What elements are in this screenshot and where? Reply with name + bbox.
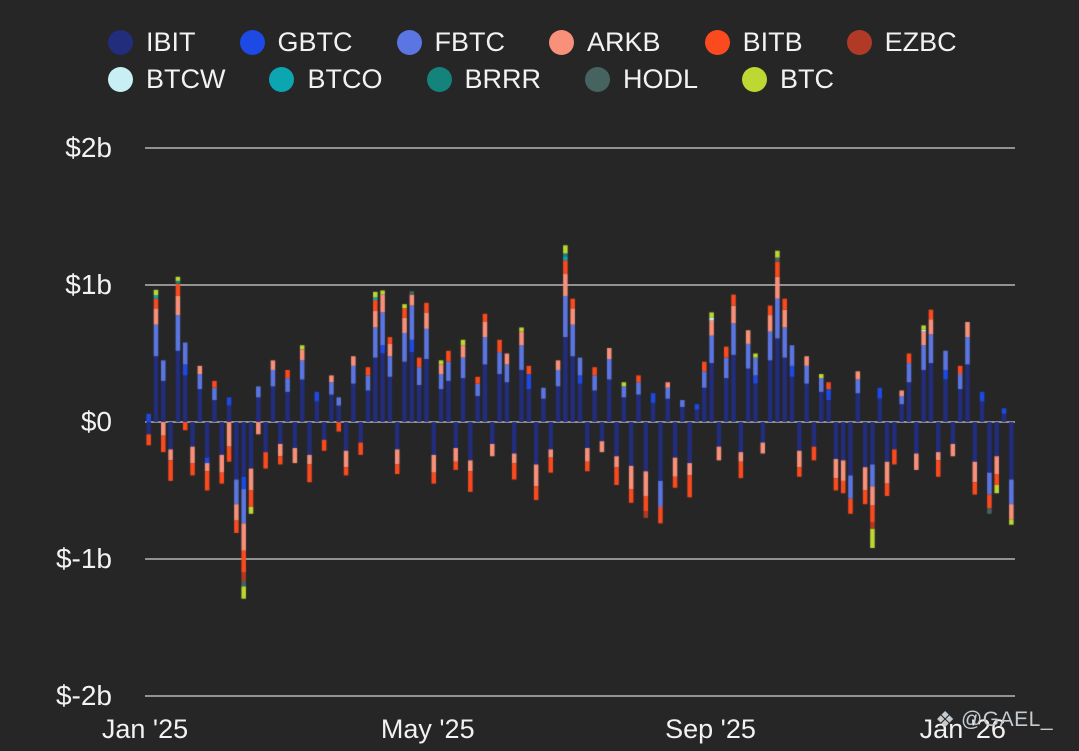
- y-axis-label--1000: $-1b: [55, 543, 112, 574]
- legend-label-brrr: BRRR: [464, 64, 542, 94]
- legend: IBIT GBTC FBTC ARKB BITB EZBC BTCW BTCO BRRR HOD…: [108, 27, 957, 101]
- legend-item-hodl[interactable]: HODL: [585, 64, 698, 94]
- legend-label-ezbc: EZBC: [884, 27, 957, 57]
- legend-item-fbtc[interactable]: FBTC: [396, 27, 506, 57]
- legend-item-btcw[interactable]: BTCW: [108, 64, 225, 94]
- legend-item-ezbc[interactable]: EZBC: [846, 27, 957, 57]
- legend-row-1: IBIT GBTC FBTC ARKB BITB EZBC: [108, 27, 957, 57]
- legend-item-brrr[interactable]: BRRR: [426, 64, 542, 94]
- legend-item-bitb[interactable]: BITB: [704, 27, 803, 57]
- legend-label-bitb: BITB: [742, 27, 803, 57]
- y-axis-label-1000: $1b: [65, 269, 112, 300]
- legend-label-btco: BTCO: [307, 64, 383, 94]
- btc-color-dot-icon: [742, 66, 768, 92]
- legend-row-2: BTCW BTCO BRRR HODL BTC: [108, 64, 957, 94]
- bitb-color-dot-icon: [704, 29, 730, 55]
- legend-label-arkb: ARKB: [587, 27, 661, 57]
- btco-color-dot-icon: [269, 66, 295, 92]
- y-axis-label-0: $0: [80, 406, 112, 437]
- gael-logo-icon: ❖: [935, 707, 955, 732]
- fbtc-color-dot-icon: [396, 29, 422, 55]
- legend-label-gbtc: GBTC: [277, 27, 353, 57]
- brrr-color-dot-icon: [426, 66, 452, 92]
- y-axis-label--2000: $-2b: [55, 680, 112, 711]
- legend-label-btcw: BTCW: [146, 64, 226, 94]
- btcw-color-dot-icon: [108, 66, 133, 92]
- legend-label-ibit: IBIT: [146, 27, 196, 57]
- legend-label-fbtc: FBTC: [434, 27, 506, 57]
- legend-item-arkb[interactable]: ARKB: [549, 27, 661, 57]
- ibit-color-dot-icon: [108, 29, 133, 55]
- legend-item-btco[interactable]: BTCO: [269, 64, 383, 94]
- arkb-color-dot-icon: [549, 29, 575, 55]
- legend-item-gbtc[interactable]: GBTC: [239, 27, 353, 57]
- y-axis-label-2000: $2b: [65, 132, 112, 163]
- legend-item-btc[interactable]: BTC: [742, 64, 834, 94]
- ezbc-color-dot-icon: [846, 29, 872, 55]
- hodl-color-dot-icon: [585, 66, 611, 92]
- gbtc-color-dot-icon: [239, 29, 265, 55]
- legend-label-btc: BTC: [780, 64, 835, 94]
- watermark: ❖ @GAEL_: [935, 708, 1053, 732]
- legend-item-ibit[interactable]: IBIT: [108, 27, 196, 57]
- legend-label-hodl: HODL: [623, 64, 699, 94]
- watermark-handle: @GAEL_: [960, 708, 1053, 731]
